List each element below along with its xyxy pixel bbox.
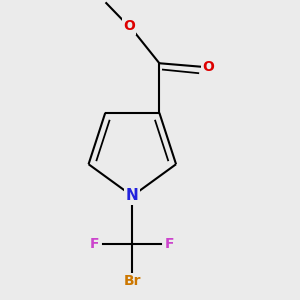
Text: O: O bbox=[123, 20, 135, 34]
Text: F: F bbox=[165, 237, 175, 251]
Text: O: O bbox=[202, 60, 214, 74]
Text: F: F bbox=[90, 237, 100, 251]
Text: N: N bbox=[126, 188, 139, 203]
Text: Br: Br bbox=[124, 274, 141, 288]
